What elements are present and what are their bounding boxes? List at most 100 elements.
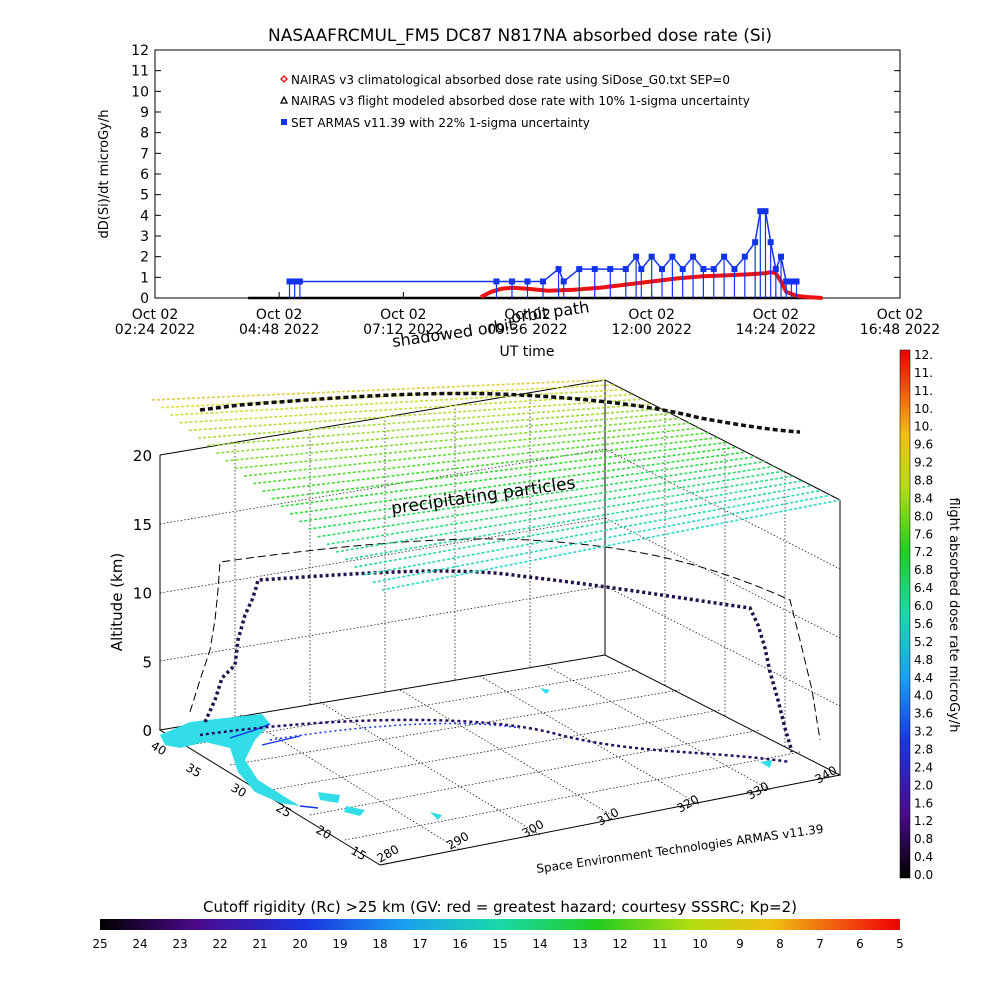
armas-point xyxy=(508,278,515,285)
mesh-line xyxy=(262,436,718,492)
dose-colorbar-tick: 3.6 xyxy=(914,707,933,721)
x-tick-label-date: Oct 02 xyxy=(628,307,674,323)
armas-point xyxy=(576,266,583,273)
armas-point xyxy=(591,266,598,273)
y-tick-label: 10 xyxy=(131,84,149,100)
cutoff-colorbar-tick: 8 xyxy=(776,937,784,951)
mesh-line xyxy=(225,417,681,462)
dose-colorbar-tick: 9.6 xyxy=(914,438,933,452)
armas-point xyxy=(560,278,567,285)
mesh-line xyxy=(345,480,803,561)
x-axis-label: UT time xyxy=(500,344,555,360)
cutoff-colorbar-tick: 6 xyxy=(856,937,864,951)
dose-colorbar-tick: 6.0 xyxy=(914,599,933,613)
dose-colorbar-tick: 0.4 xyxy=(914,850,933,864)
map-patch-island xyxy=(430,812,442,820)
top-chart-title: NASAAFRCMUL_FM5 DC87 N817NA absorbed dos… xyxy=(268,26,772,46)
series-layer xyxy=(248,208,823,300)
z-axis-label: Altitude (km) xyxy=(108,553,126,651)
z-tick-label: 10 xyxy=(133,585,152,603)
mesh-line xyxy=(289,451,747,515)
dose-colorbar-label: flight absorbed dose rate microGy/h xyxy=(946,498,961,733)
legend-item-flight-modeled: NAIRAS v3 flight modeled absorbed dose r… xyxy=(279,94,750,108)
mesh-line xyxy=(207,408,662,447)
mesh-line xyxy=(197,403,653,439)
x-tick-label-date: Oct 02 xyxy=(132,307,178,323)
dose-colorbar-tick: 1.6 xyxy=(914,796,933,810)
y-tick-label: 2 xyxy=(140,250,149,266)
cutoff-colorbar-tick: 24 xyxy=(132,937,147,951)
lat-tick-label: 40 xyxy=(149,738,169,758)
map-patch-island xyxy=(540,688,550,694)
armas-point xyxy=(524,278,531,285)
armas-point xyxy=(296,278,303,285)
dose-colorbar-tick: 8.0 xyxy=(914,509,933,523)
armas-point xyxy=(710,266,717,273)
armas-point xyxy=(669,253,676,260)
dose-colorbar-tick: 7.2 xyxy=(914,545,933,559)
wall-grid xyxy=(159,379,841,775)
dose-colorbar-tick: 7.6 xyxy=(914,527,933,541)
dose-colorbar-gradient xyxy=(899,349,911,879)
dose-colorbar-tick: 0.0 xyxy=(914,868,933,882)
mesh-line xyxy=(271,441,728,500)
cutoff-rigidity-colorbar: Cutoff rigidity (Rc) >25 km (GV: red = g… xyxy=(92,898,903,951)
x-tick-label-time: 07:12 2022 xyxy=(363,322,443,338)
mesh-line xyxy=(335,475,794,553)
x-tick-label-date: Oct 02 xyxy=(380,307,426,323)
dose-colorbar-tick: 2.8 xyxy=(914,742,933,756)
mesh-line xyxy=(151,379,606,401)
x-tick-label-time: 16:48 2022 xyxy=(860,322,940,338)
mesh-line xyxy=(253,432,709,485)
cutoff-colorbar-tick: 13 xyxy=(572,937,587,951)
y-tick-label: 11 xyxy=(131,64,149,80)
armas-point xyxy=(648,253,655,260)
dose-colorbar-tick: 4.0 xyxy=(914,689,933,703)
armas-point xyxy=(783,278,790,285)
cutoff-rigidity-map xyxy=(160,688,772,820)
z-tick-label: 5 xyxy=(142,653,152,671)
mesh-line xyxy=(216,412,671,454)
lon-tick-label: 340 xyxy=(813,763,840,787)
mesh-line xyxy=(299,456,756,523)
globe-3d-view: orbit path shadowed orbit precipitating … xyxy=(108,297,842,876)
dose-colorbar-tick: 4.8 xyxy=(914,653,933,667)
mesh-line xyxy=(308,460,765,530)
y-axis-label: dD(Si)/dt microGy/h xyxy=(97,110,112,239)
y-tick-label: 0 xyxy=(140,291,149,307)
y-tick-label: 3 xyxy=(140,229,149,245)
flight-shadow-line xyxy=(189,538,821,741)
x-tick-label-date: Oct 02 xyxy=(256,307,302,323)
lat-tick-label: 30 xyxy=(229,780,249,800)
x-tick-label-date: Oct 02 xyxy=(753,307,799,323)
legend-square-marker xyxy=(281,119,287,125)
armas-point xyxy=(493,278,500,285)
armas-point xyxy=(607,266,614,273)
dose-colorbar-tick: 10. xyxy=(914,402,933,416)
legend-diamond-marker xyxy=(280,75,288,83)
cutoff-colorbar-tick: 11 xyxy=(652,937,667,951)
armas-point xyxy=(286,278,293,285)
y-tick-label: 5 xyxy=(140,188,149,204)
armas-point xyxy=(757,208,764,215)
dose-colorbar-ticks: 12. 11. 11. 10. 10. 9.6 9.2 8.8 8.4 8.0 7.6 7.2 6.8 6… xyxy=(914,348,933,882)
x-tick-label-time: 02:24 2022 xyxy=(115,322,195,338)
dose-colorbar-tick: 1.2 xyxy=(914,814,933,828)
mesh-line xyxy=(234,422,690,470)
y-tick-label: 9 xyxy=(140,105,149,121)
mesh-line xyxy=(381,499,841,591)
cutoff-colorbar-tick: 21 xyxy=(252,937,267,951)
cutoff-colorbar-title: Cutoff rigidity (Rc) >25 km (GV: red = g… xyxy=(203,898,797,916)
armas-point xyxy=(638,266,645,273)
armas-point xyxy=(793,278,800,285)
x-tick-label-time: 14:24 2022 xyxy=(736,322,816,338)
lon-tick-label: 310 xyxy=(595,805,622,829)
flight-altitude-path xyxy=(203,569,794,753)
floor-grid xyxy=(158,654,842,866)
mesh-line xyxy=(326,470,784,546)
credit-label: Space Environment Technologies ARMAS v11… xyxy=(535,822,824,876)
armas-point xyxy=(762,208,769,215)
armas-point xyxy=(679,266,686,273)
